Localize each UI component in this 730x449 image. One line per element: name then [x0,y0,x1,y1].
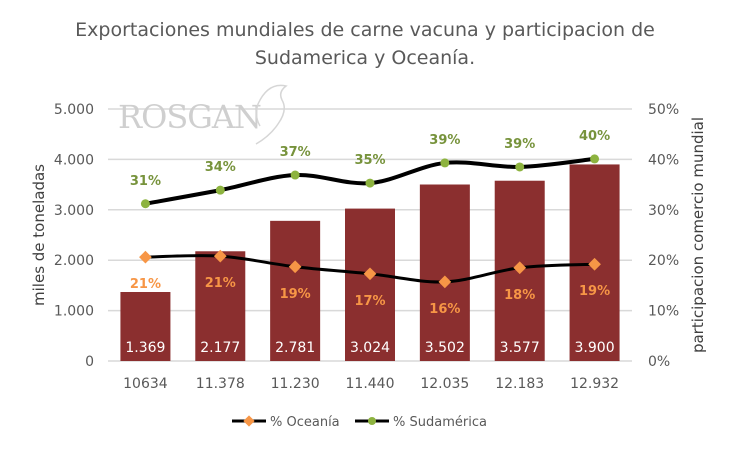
data-label: 16% [429,302,460,317]
bar-value-label: 3.577 [500,340,540,356]
circle-marker [515,162,525,172]
y-tick-label: 3.000 [54,203,94,219]
x-tick-label: 12.183 [495,376,544,392]
y-tick-label: 5.000 [54,102,94,118]
bull-head-icon [255,84,288,145]
rosgan-watermark: ROSGAN [118,98,261,136]
bar [419,184,470,361]
x-axis: 10634 11.378 11.230 11.440 12.035 12.183 12.93… [123,376,619,392]
lines: 21% 21% 19% 17% 16% 18% 19% 31% 34% 37% 35% 39% 39% 4… [130,129,610,317]
data-label: 37% [280,145,311,160]
y2-tick-label: 50% [648,102,679,118]
bars: 1.369 2.177 2.781 3.024 3.502 3.577 3.900 [120,164,620,361]
y2-tick-label: 40% [648,152,679,168]
legend-circle-icon [368,417,376,425]
y-axis-right: 0% 10% 20% 30% 40% 50% [648,102,679,370]
legend-label: % Sudamérica [393,415,487,430]
y-axis-label: miles de toneladas [30,164,48,306]
legend-diamond-icon [243,415,255,427]
bar-value-label: 2.781 [275,340,315,356]
bar [345,208,395,361]
x-tick-label: 10634 [123,376,168,392]
bar-value-label: 3.024 [350,340,390,356]
data-label: 39% [429,133,460,148]
circle-marker [140,199,150,209]
data-label: 21% [205,276,236,291]
data-label: 31% [130,174,161,189]
circle-marker [365,178,375,188]
data-label: 21% [130,277,161,292]
data-label: 35% [354,153,385,168]
y-tick-label: 2.000 [54,253,94,269]
x-tick-label: 12.932 [570,376,619,392]
x-tick-label: 11.440 [346,376,395,392]
diamond-marker [213,249,227,263]
circle-marker [290,170,300,180]
x-tick-label: 12.035 [420,376,469,392]
bar-value-label: 3.502 [425,340,465,356]
bar-value-label: 2.177 [200,340,240,356]
chart-title-line-2: Sudamerica y Oceanía. [255,47,475,69]
bar [270,220,321,361]
y-tick-label: 4.000 [54,152,94,168]
y2-tick-label: 10% [648,304,679,320]
y2-axis-label: participacion comercio mundial [689,117,707,353]
bar-value-label: 1.369 [125,340,165,356]
y2-tick-label: 20% [648,253,679,269]
bar [120,292,171,361]
data-label: 40% [579,129,610,144]
bar [195,251,246,361]
y-tick-label: 1.000 [54,304,94,320]
y-tick-label: 0 [85,354,94,370]
diamond-marker [438,275,452,289]
data-label: 17% [354,294,385,309]
legend: % Oceanía % Sudamérica [232,415,487,430]
x-tick-label: 11.378 [196,376,245,392]
chart-title-line-1: Exportaciones mundiales de carne vacuna … [75,19,655,41]
data-label: 19% [280,287,311,302]
y2-tick-label: 30% [648,203,679,219]
diamond-marker [363,267,377,281]
y-axis-left: 0 1.000 2.000 3.000 4.000 5.000 [54,102,94,370]
circle-marker [215,185,225,195]
data-label: 18% [504,288,535,303]
circle-marker [590,154,600,164]
data-label: 19% [579,284,610,299]
rosgan-logo: ROSGAN [118,84,288,145]
bar-value-label: 3.900 [575,340,615,356]
x-tick-label: 11.230 [271,376,320,392]
diamond-marker [288,260,302,274]
legend-label: % Oceanía [270,415,340,430]
data-label: 34% [205,160,236,175]
y2-tick-label: 0% [648,354,670,370]
diamond-marker [139,250,152,264]
circle-marker [440,158,450,168]
data-label: 39% [504,137,535,152]
